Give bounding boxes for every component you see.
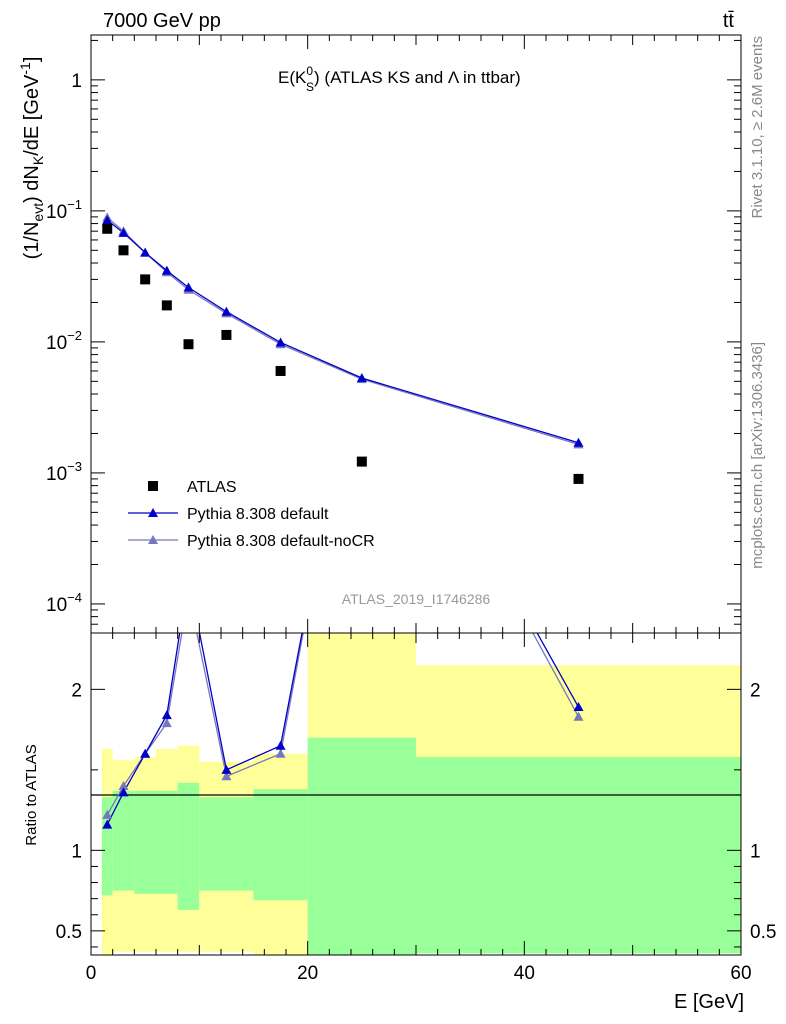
ratio-point xyxy=(221,764,232,774)
ratio-point xyxy=(221,771,232,781)
ratio-tick-label: 0.5 xyxy=(750,922,776,943)
rivet-version-text: Rivet 3.1.10, ≥ 2.6M events xyxy=(749,36,766,219)
ratio-panel: 0.5 0.5 1 1 2 2 0 20 40 60 xyxy=(56,314,776,984)
legend-label: Pythia 8.308 default-noCR xyxy=(187,533,375,550)
green-band-bin xyxy=(253,789,308,901)
x-tick-label: 0 xyxy=(86,963,97,984)
legend-marker xyxy=(148,481,158,491)
plot-title: E(K0 S) (ATLAS KS and Λ in ttbar) xyxy=(278,64,521,94)
mcplots-text: mcplots.cern.ch [arXiv:1306.3436] xyxy=(749,342,766,569)
ratio-point xyxy=(161,710,172,720)
ratio-tick-label: 2 xyxy=(750,680,761,701)
x-tick-label: 60 xyxy=(730,963,751,984)
ratio-tick-label: 0.5 xyxy=(56,922,82,943)
ratio-x-ticks: 0 20 40 60 xyxy=(86,633,752,984)
main-panel: 1 10−1 10−2 10−3 10−4 xyxy=(46,34,742,634)
ratio-y-ticks: 0.5 0.5 1 1 2 2 xyxy=(56,680,776,948)
mc-point xyxy=(356,373,367,383)
legend-marker xyxy=(148,508,158,517)
mc-point xyxy=(221,306,232,316)
mc-point xyxy=(275,337,286,347)
series-line xyxy=(106,219,579,444)
legend-label: ATLAS xyxy=(187,479,237,496)
y-tick-label: 10−3 xyxy=(46,459,82,485)
green-band-bin xyxy=(112,790,135,891)
y-tick-label: 10−1 xyxy=(46,197,82,223)
ratio-point xyxy=(118,780,129,790)
mc-point xyxy=(118,227,129,237)
ratio-point xyxy=(357,314,367,323)
ratio-point xyxy=(102,819,113,829)
green-band-bin xyxy=(101,797,113,896)
data-point xyxy=(221,329,232,340)
data-point xyxy=(275,365,286,376)
mc-point xyxy=(183,282,194,292)
data-point xyxy=(140,274,151,285)
header-right: tt̄ xyxy=(723,10,735,32)
ratio-point xyxy=(184,588,194,597)
header-left: 7000 GeV pp xyxy=(103,10,221,32)
data-point xyxy=(183,339,194,350)
y-tick-label: 10−2 xyxy=(46,328,82,354)
data-point xyxy=(161,300,172,311)
ratio-y-axis-label: Ratio to ATLAS xyxy=(23,744,40,845)
y-axis-label: (1/Nevt) dNK/dE [GeV-1] xyxy=(17,57,46,260)
green-band-bin xyxy=(134,790,156,894)
ratio-tick-label: 1 xyxy=(750,841,761,862)
y-tick-label: 1 xyxy=(71,71,82,92)
data-point xyxy=(573,473,584,484)
mc-point xyxy=(161,265,172,275)
ratio-point xyxy=(161,718,172,728)
ratio-point xyxy=(102,809,113,819)
y-tick-label: 10−4 xyxy=(46,590,82,616)
ratio-point xyxy=(357,314,367,323)
green-band-bin xyxy=(416,756,741,954)
ratio-series-layer xyxy=(102,314,584,829)
legend: ATLAS Pythia 8.308 default Pythia 8.308 de… xyxy=(128,479,375,550)
x-axis-label: E [GeV] xyxy=(674,991,744,1013)
green-band-bin xyxy=(156,790,178,894)
series-line xyxy=(106,217,579,446)
mc-point xyxy=(140,247,151,257)
ratio-tick-label: 2 xyxy=(71,680,82,701)
ratio-point xyxy=(573,702,584,712)
legend-label: Pythia 8.308 default xyxy=(187,506,329,523)
ratio-point xyxy=(184,572,194,581)
data-point xyxy=(356,456,367,467)
ratio-point xyxy=(118,787,129,797)
x-tick-label: 20 xyxy=(297,963,318,984)
ratio-line xyxy=(106,633,580,816)
main-x-ticks xyxy=(90,35,742,633)
x-tick-label: 40 xyxy=(514,963,535,984)
ratio-point xyxy=(275,740,286,750)
data-point xyxy=(118,245,129,256)
ratio-line xyxy=(106,633,580,825)
main-series-layer xyxy=(102,212,584,484)
legend-marker xyxy=(148,535,158,544)
green-band-bin xyxy=(177,782,200,910)
ratio-point xyxy=(573,711,584,721)
mc-point xyxy=(102,215,113,225)
analysis-watermark: ATLAS_2019_I1746286 xyxy=(342,591,491,607)
main-y-ticks: 1 10−1 10−2 10−3 10−4 xyxy=(46,39,741,634)
ratio-tick-label: 1 xyxy=(71,841,82,862)
ratio-point xyxy=(275,748,286,758)
ratio-point xyxy=(140,748,151,758)
ratio-bands xyxy=(101,633,741,955)
mc-point xyxy=(573,437,584,447)
data-point xyxy=(102,223,113,234)
green-band-bin xyxy=(199,797,254,891)
green-band-bin xyxy=(307,737,416,955)
